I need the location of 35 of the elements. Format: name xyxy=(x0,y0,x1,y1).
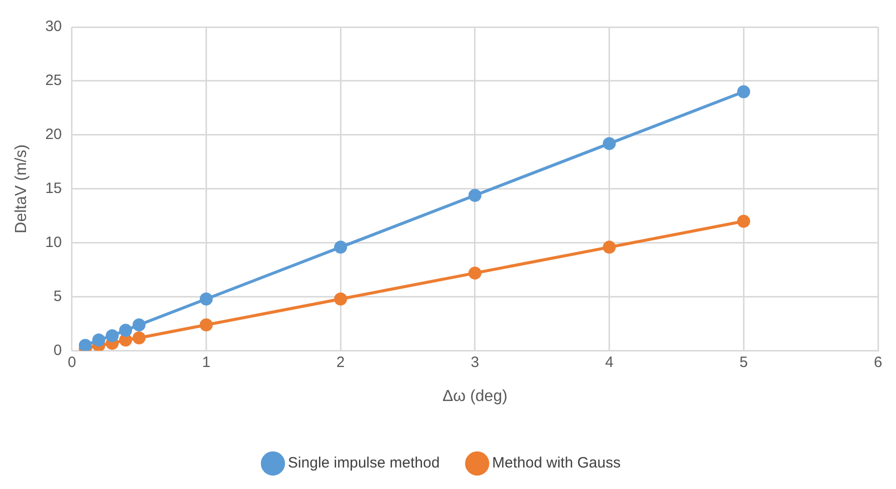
x-tick-label: 4 xyxy=(605,354,614,371)
y-tick-label: 5 xyxy=(54,288,62,305)
x-tick-label: 5 xyxy=(739,354,748,371)
point xyxy=(334,292,348,306)
point xyxy=(602,137,616,150)
y-tick-label: 10 xyxy=(45,234,62,252)
point xyxy=(468,266,482,280)
point xyxy=(737,85,750,98)
point xyxy=(200,318,213,332)
y-tick-label: 30 xyxy=(45,18,62,36)
y-tick-label: 20 xyxy=(45,126,62,144)
point xyxy=(132,331,146,344)
x-tick-label: 3 xyxy=(470,354,480,371)
point xyxy=(106,329,119,342)
y-tick-label: 25 xyxy=(45,72,62,90)
x-tick-label: 2 xyxy=(336,354,345,371)
point xyxy=(200,292,213,306)
x-tick-label: 6 xyxy=(874,354,882,371)
point xyxy=(737,214,750,228)
point xyxy=(119,334,132,347)
x-axis-title: Δω (deg) xyxy=(442,388,508,405)
x-tick-label: 0 xyxy=(68,354,76,371)
point xyxy=(78,338,92,351)
point xyxy=(334,240,348,254)
y-axis-title: DeltaV (m/s) xyxy=(13,144,30,234)
legend-label: Method with Gauss xyxy=(492,454,621,472)
point xyxy=(119,324,132,337)
point xyxy=(132,318,146,332)
y-tick-label: 15 xyxy=(45,180,62,198)
point xyxy=(92,334,106,347)
x-tick-label: 1 xyxy=(202,354,210,371)
y-tick-label: 0 xyxy=(54,342,62,359)
point xyxy=(602,240,616,254)
point xyxy=(468,188,482,202)
legend-label: Single impulse method xyxy=(288,454,440,472)
